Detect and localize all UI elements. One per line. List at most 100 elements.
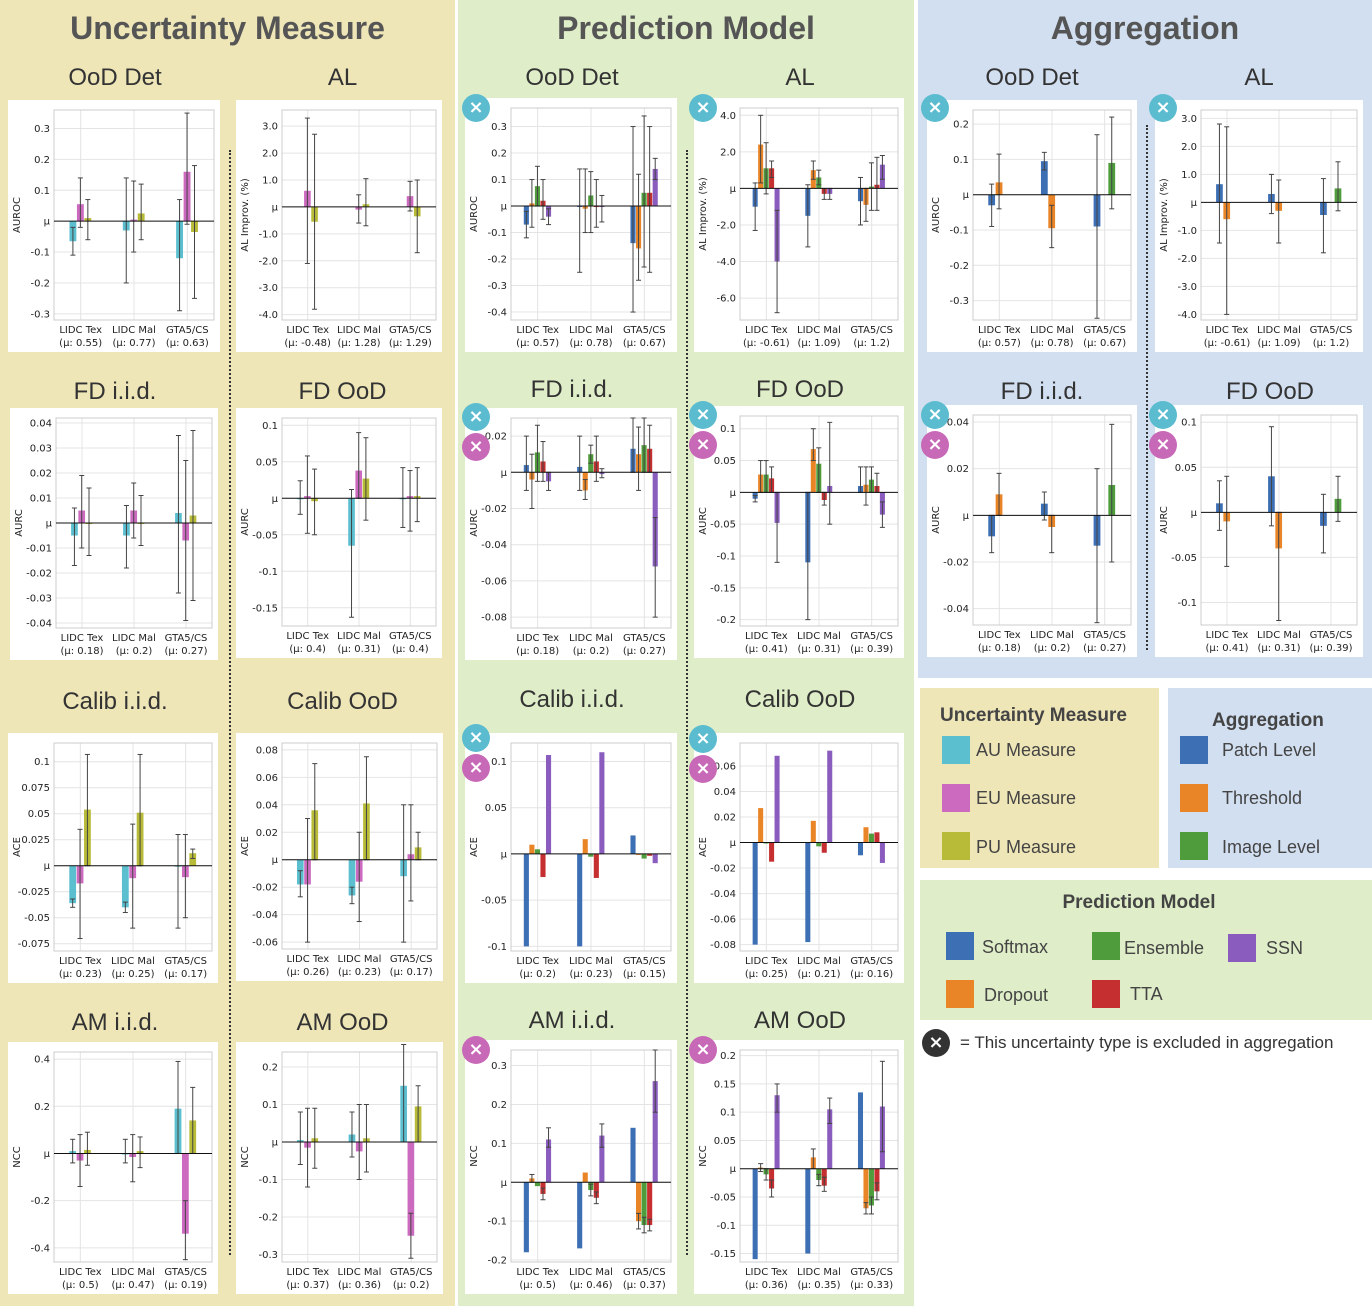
x-tick-label: LIDC Tex [516, 325, 559, 336]
y-tick-label: -0.08 [481, 613, 507, 624]
eu-excluded-icon: × [689, 431, 717, 459]
chart-svg: 0.1 0.075 0.05 0.025 μ -0.025 -0.05 -0.075 LIDC … [12, 742, 213, 980]
legend-swatch [1228, 934, 1256, 962]
x-tick-mu: (μ: 1.2) [1313, 338, 1350, 349]
chart-title: AM OoD [296, 1009, 389, 1036]
bar [545, 755, 552, 854]
chart-svg: 0.3 0.2 0.1 μ -0.1 -0.2 -0.3 -0.4 LIDC Tex (μ: 0.… [469, 107, 672, 349]
y-tick-label: 0.1 [720, 424, 736, 435]
y-tick-label: 0.04 [256, 800, 278, 811]
chart-svg: 3.0 2.0 1.0 μ -1.0 -2.0 -3.0 -4.0 LIDC Tex (μ: -0… [1159, 109, 1358, 349]
x-tick-mu: (μ: 1.29) [389, 338, 432, 349]
au-excluded-icon: × [689, 94, 717, 122]
x-tick-mu: (μ: 0.31) [1258, 643, 1301, 654]
x-tick-label: LIDC Mal [338, 1267, 382, 1278]
uncertainty-heading: Uncertainty Measure [70, 10, 385, 46]
y-tick-label: -0.05 [481, 896, 507, 907]
bar [582, 1172, 588, 1183]
y-tick-label: 0.1 [953, 155, 969, 166]
y-tick-label: -0.02 [26, 569, 52, 580]
y-tick-label: -0.1 [487, 942, 507, 953]
y-tick-label: μ [44, 1149, 51, 1160]
bar [523, 1182, 529, 1253]
chart-svg: 0.1 0.05 μ -0.05 -0.1 -0.15 LIDC Tex (μ: 0.4) LI… [240, 417, 437, 655]
bar [641, 853, 647, 859]
au-excluded-icon: × [1149, 401, 1177, 429]
y-axis-label: AURC [469, 509, 480, 537]
y-tick-label: 0.1 [720, 1108, 736, 1119]
legend-swatch [942, 784, 970, 812]
y-tick-label: μ [272, 855, 279, 866]
y-tick-label: -0.02 [943, 558, 969, 569]
x-tick-label: LIDC Mal [797, 956, 841, 967]
y-tick-label: -0.02 [481, 504, 507, 515]
eu-excluded-icon: × [689, 1036, 717, 1064]
y-tick-label: 0.1 [34, 757, 50, 768]
plot-frame [510, 742, 672, 952]
chart-body: 3.0 2.0 1.0 μ -1.0 -2.0 -3.0 -4.0 LIDC Tex (μ: -0… [1159, 109, 1358, 349]
legend-swatch [942, 736, 970, 764]
y-tick-label: 0.04 [947, 418, 969, 429]
bar [857, 842, 864, 856]
chart-svg: 0.08 0.06 0.04 0.02 μ -0.02 -0.04 -0.06 LIDC Tex… [240, 742, 438, 978]
y-tick-label: -0.05 [710, 1192, 736, 1203]
legend-prediction: Prediction Model Softmax Ensemble SSN Dr… [920, 880, 1372, 1020]
plot-frame [53, 742, 213, 952]
x-tick-mu: (μ: 0.2) [573, 646, 610, 657]
chart-svg: 0.1 0.05 μ -0.05 -0.1 LIDC Tex (μ: 0.41) LIDC M… [1159, 414, 1358, 654]
y-tick-label: -0.2 [949, 261, 969, 272]
bar [774, 1095, 780, 1169]
y-tick-label: -0.4 [487, 308, 507, 319]
plot-frame [972, 414, 1132, 626]
x-tick-mu: (μ: 0.23) [570, 969, 613, 980]
bar [545, 1139, 552, 1183]
y-tick-label: 0.1 [1181, 418, 1197, 429]
y-tick-label: -4.0 [258, 310, 278, 321]
y-tick-label: 0.2 [262, 1063, 278, 1074]
bar [582, 839, 588, 854]
x-tick-label: LIDC Mal [569, 1267, 613, 1278]
chart-svg: 0.02 μ -0.02 -0.04 -0.06 -0.08 LIDC Tex (μ: 0.1… [469, 417, 672, 657]
y-tick-label: μ [272, 202, 279, 213]
au-excluded-icon: × [462, 403, 490, 431]
y-tick-label: -0.4 [30, 1243, 50, 1254]
y-tick-label: -0.01 [26, 544, 52, 555]
y-axis-label: NCC [698, 1145, 709, 1166]
plot-frame [972, 109, 1132, 321]
chart-panel-p-ood: 0.3 0.2 0.1 μ -0.1 -0.2 -0.3 -0.4 LIDC Tex (μ: 0.… [465, 98, 677, 352]
chart-title: AL [1244, 64, 1274, 91]
y-axis-label: ACE [698, 837, 709, 857]
chart-panel-u-al: 3.0 2.0 1.0 μ -1.0 -2.0 -3.0 -4.0 LIDC Tex (μ: -0… [236, 100, 442, 352]
chart-title: AL [785, 64, 815, 91]
x-tick-mu: (μ: 0.2) [1034, 643, 1071, 654]
x-tick-mu: (μ: 1.09) [798, 338, 841, 349]
y-axis-label: ACE [469, 837, 480, 857]
y-tick-label: -0.1 [30, 248, 50, 259]
y-tick-label: μ [272, 494, 279, 505]
x-tick-mu: (μ: 0.25) [745, 969, 788, 980]
y-tick-label: -0.1 [258, 1175, 278, 1186]
legend-label: TTA [1130, 984, 1163, 1004]
x-tick-label: LIDC Tex [516, 633, 559, 644]
y-axis-label: ACE [240, 836, 251, 856]
y-tick-label: 0.02 [947, 464, 969, 475]
y-tick-label: -0.1 [949, 226, 969, 237]
x-tick-mu: (μ: 0.36) [745, 1280, 788, 1291]
chart-body: 0.1 0.075 0.05 0.025 μ -0.025 -0.05 -0.075 LIDC … [12, 742, 213, 980]
y-tick-label: -0.05 [710, 520, 736, 531]
bar [641, 1182, 647, 1226]
eu-excluded-icon: × [462, 754, 490, 782]
legend-label: Patch Level [1222, 740, 1317, 760]
y-tick-label: -0.1 [487, 1217, 507, 1228]
y-tick-label: -2.0 [1177, 254, 1197, 265]
bar [121, 865, 129, 908]
chart-panel-a-ood: 0.2 0.1 μ -0.1 -0.2 -0.3 LIDC Tex (μ: 0.57) LIDC… [927, 100, 1137, 352]
y-tick-label: 0.2 [491, 149, 507, 160]
x-tick-label: GTA5/CS [1310, 325, 1353, 336]
x-tick-label: LIDC Mal [797, 325, 841, 336]
chart-body: 0.1 0.05 μ -0.05 -0.1 -0.15 -0.2 LIDC Tex (μ: 0.… [698, 415, 899, 655]
y-tick-label: 0.15 [714, 1079, 736, 1090]
bar [857, 1092, 864, 1169]
y-tick-label: 4.0 [720, 111, 736, 122]
x-tick-label: LIDC Mal [569, 325, 613, 336]
